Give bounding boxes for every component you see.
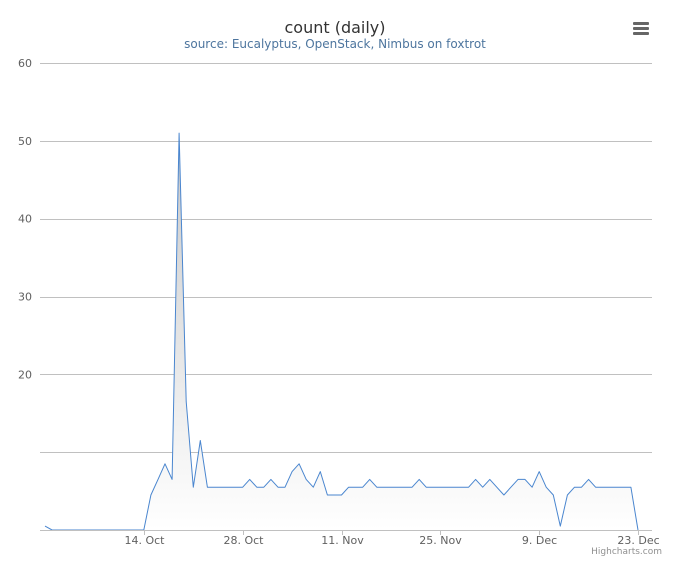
- x-tick-label: 14. Oct: [124, 534, 165, 547]
- x-tick-label: 25. Nov: [419, 534, 462, 547]
- chart-subtitle: source: Eucalyptus, OpenStack, Nimbus on…: [184, 37, 486, 51]
- x-tick-label: 11. Nov: [321, 534, 364, 547]
- chart-title: count (daily): [284, 18, 385, 37]
- x-tick-label: 28. Oct: [223, 534, 264, 547]
- axes: 20 30 40 50 60 14. Oct 28. Oct 11. Nov 25. Nov 9.…: [18, 57, 660, 547]
- y-tick-label: 50: [18, 135, 32, 148]
- series-area-fill: [45, 133, 638, 530]
- y-tick-label: 30: [18, 291, 32, 304]
- grid-lines: [40, 63, 652, 453]
- credits-link[interactable]: Highcharts.com: [591, 547, 662, 557]
- y-tick-label: 20: [18, 368, 32, 381]
- y-tick-label: 60: [18, 57, 32, 70]
- series-line: [44, 132, 639, 531]
- y-tick-label: 40: [18, 213, 32, 226]
- series-line-path[interactable]: [44, 132, 639, 531]
- series-area: [45, 133, 638, 530]
- hamburger-menu-icon[interactable]: [628, 16, 652, 40]
- x-tick-label: 9. Dec: [522, 534, 557, 547]
- x-tick-label: 23. Dec: [617, 534, 659, 547]
